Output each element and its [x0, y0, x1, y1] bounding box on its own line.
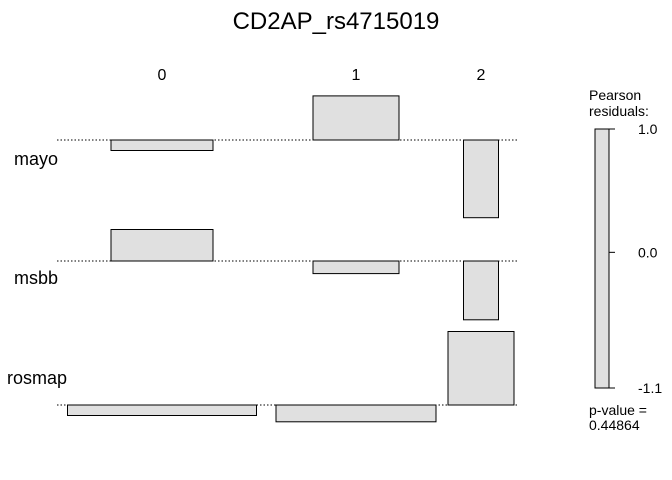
row-label-msbb: msbb: [14, 268, 58, 288]
row-label-rosmap: rosmap: [7, 368, 67, 388]
pvalue-value: 0.44864: [589, 417, 640, 433]
residual-bar-mayo-1: [312, 95, 400, 141]
residual-bar-rosmap-0: [67, 404, 257, 416]
legend-tick-label: -1.1: [638, 380, 662, 396]
residual-bar-mayo-0: [110, 139, 214, 151]
residual-bar-mayo-2: [463, 139, 499, 219]
legend-tick-label: 0.0: [638, 244, 658, 260]
legend-title-line2: residuals:: [589, 103, 649, 119]
column-label-1: 1: [352, 67, 361, 84]
column-label-0: 0: [158, 67, 167, 84]
pvalue-label: p-value =: [589, 402, 647, 418]
residual-bar-msbb-1: [312, 260, 400, 275]
residual-bar-rosmap-2: [447, 331, 515, 406]
legend-tick-label: 1.0: [638, 121, 658, 137]
residual-bar-rosmap-1: [275, 404, 437, 423]
chart-title: CD2AP_rs4715019: [233, 8, 440, 35]
legend: Pearson residuals: 1.00.0-1.1 p-value = …: [589, 87, 662, 433]
column-label-2: 2: [477, 67, 486, 84]
residual-bar-msbb-0: [110, 229, 214, 262]
legend-scale-bar: [594, 128, 610, 389]
legend-title-line1: Pearson: [589, 87, 641, 103]
row-label-mayo: mayo: [14, 149, 58, 169]
residual-bar-msbb-2: [463, 260, 499, 321]
